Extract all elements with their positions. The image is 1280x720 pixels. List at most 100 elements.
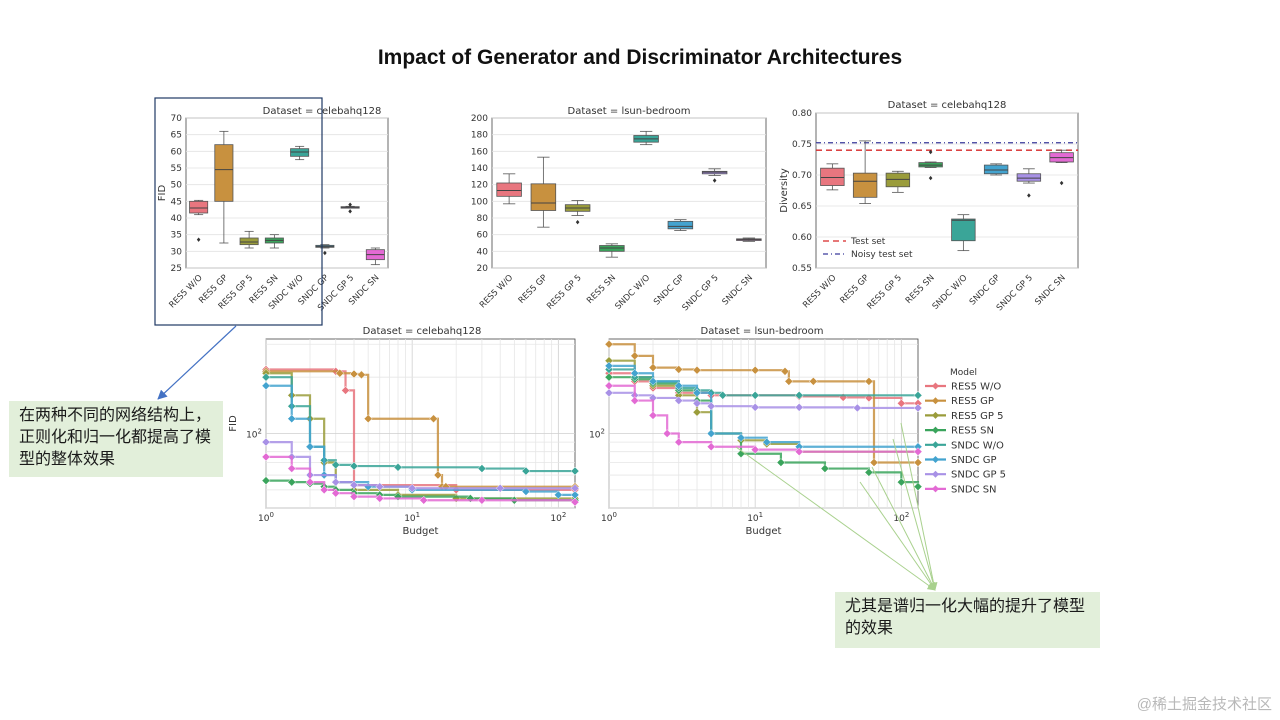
data-point bbox=[521, 466, 531, 476]
data-point bbox=[674, 365, 684, 374]
legend-label: Noisy test set bbox=[851, 250, 913, 260]
data-point bbox=[706, 429, 716, 438]
data-point bbox=[429, 414, 438, 424]
data-point bbox=[706, 401, 716, 411]
data-point bbox=[750, 365, 760, 375]
box-res5-gp-5 bbox=[885, 170, 911, 193]
data-point bbox=[692, 388, 702, 398]
box-res5-gp-5 bbox=[564, 200, 591, 225]
box-sndc-gp-5 bbox=[340, 202, 360, 214]
y-tick-label: 0.70 bbox=[792, 171, 812, 181]
box-sndc-sn bbox=[365, 247, 385, 266]
data-point bbox=[363, 414, 373, 424]
data-point bbox=[349, 492, 359, 501]
box-res5-sn bbox=[918, 149, 943, 181]
data-point bbox=[570, 466, 580, 476]
data-point bbox=[750, 390, 760, 400]
outlier-point bbox=[928, 175, 933, 181]
legend-label: RES5 GP 5 bbox=[951, 411, 1003, 422]
box-body bbox=[1016, 173, 1042, 182]
data-point bbox=[820, 464, 830, 473]
data-point bbox=[261, 452, 271, 462]
data-point bbox=[393, 462, 403, 472]
data-point bbox=[604, 372, 614, 382]
x-tick-label: SNDC GP bbox=[652, 273, 686, 307]
x-tick-label: RES5 GP bbox=[838, 273, 871, 306]
right-arrow bbox=[735, 446, 936, 591]
box-res5-sn bbox=[264, 234, 284, 249]
data-point bbox=[477, 464, 487, 473]
y-tick-label: 80 bbox=[477, 214, 489, 224]
data-point bbox=[794, 447, 804, 457]
data-point bbox=[419, 495, 429, 505]
box-body bbox=[852, 172, 878, 198]
series-line bbox=[266, 455, 577, 503]
box-res5-gp bbox=[214, 130, 234, 244]
y-tick-label: 102 bbox=[589, 428, 605, 441]
data-point bbox=[349, 480, 359, 490]
outlier-point bbox=[1059, 180, 1064, 186]
data-point bbox=[648, 377, 658, 386]
box-res5-gp bbox=[852, 140, 878, 204]
y-tick-label: 55 bbox=[171, 164, 182, 174]
data-point bbox=[780, 366, 790, 376]
legend-marker bbox=[932, 456, 939, 463]
data-point bbox=[852, 403, 862, 413]
x-tick-label: RES5 W/O bbox=[167, 273, 205, 311]
box-res5-gp-5 bbox=[239, 230, 259, 249]
y-tick-label: 0.75 bbox=[792, 140, 812, 150]
series-sndc-sn bbox=[261, 452, 580, 507]
data-point bbox=[913, 458, 923, 467]
highlight-frame bbox=[154, 97, 323, 326]
box-body bbox=[667, 220, 694, 230]
box-sndc-sn bbox=[736, 237, 762, 242]
series-res5-gp bbox=[604, 339, 923, 467]
legend-label: SNDC SN bbox=[951, 484, 997, 495]
data-point bbox=[896, 477, 906, 487]
data-point bbox=[349, 461, 359, 471]
y-tick-label: 30 bbox=[171, 247, 183, 257]
data-point bbox=[287, 414, 297, 424]
y-tick-label: 200 bbox=[471, 114, 488, 124]
y-tick-label: 140 bbox=[471, 164, 488, 174]
y-tick-label: 0.80 bbox=[792, 109, 812, 119]
box-sndc-w-o bbox=[290, 145, 310, 161]
x-tick-label: RES5 GP 5 bbox=[865, 273, 904, 312]
data-point bbox=[465, 494, 475, 503]
box-sndc-w-o bbox=[633, 130, 659, 146]
data-point bbox=[913, 447, 923, 457]
data-point bbox=[736, 433, 746, 443]
left-arrow bbox=[157, 325, 237, 400]
box-res5-w-o bbox=[189, 199, 209, 242]
data-point bbox=[604, 339, 614, 349]
data-point bbox=[553, 490, 563, 500]
right-arrow bbox=[900, 422, 938, 591]
chart-title: Dataset = lsun-bedroom bbox=[568, 106, 691, 117]
series-sndc-sn bbox=[604, 381, 923, 457]
series-line bbox=[266, 372, 575, 500]
series-line bbox=[266, 376, 575, 473]
line-chart-1: Dataset = celebahq128 100 101 102 102 Budget F… bbox=[228, 326, 580, 537]
plot-frame bbox=[608, 338, 919, 509]
data-point bbox=[784, 377, 794, 386]
series-sndc-gp-5 bbox=[604, 388, 923, 413]
data-point bbox=[762, 437, 772, 447]
box-body bbox=[951, 218, 976, 242]
y-tick-label: 35 bbox=[171, 231, 182, 241]
y-tick-label: 20 bbox=[477, 264, 489, 274]
data-point bbox=[674, 381, 684, 391]
data-point bbox=[794, 403, 804, 412]
outlier-point bbox=[928, 149, 933, 155]
y-tick-label: 70 bbox=[171, 114, 183, 124]
legend-label: SNDC W/O bbox=[951, 440, 1004, 451]
annotation-left-note: 在两种不同的网络结构上，正则化和归一化都提高了模型的整体效果 bbox=[9, 401, 223, 477]
y-tick-label: 120 bbox=[471, 181, 488, 191]
data-point bbox=[864, 468, 874, 477]
outlier-point bbox=[712, 178, 717, 183]
data-point bbox=[692, 398, 702, 408]
x-tick-label: 102 bbox=[550, 511, 566, 524]
box-sndc-w-o bbox=[951, 214, 976, 252]
legend-marker bbox=[932, 397, 939, 405]
data-point bbox=[305, 477, 315, 487]
legend-marker bbox=[932, 411, 939, 419]
